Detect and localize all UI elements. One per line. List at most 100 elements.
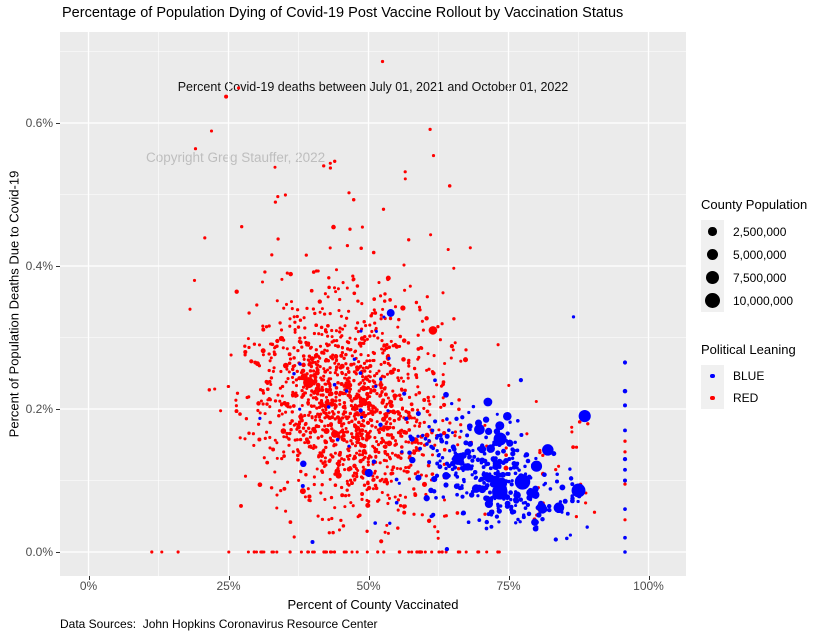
- county-point-blue: [408, 434, 413, 439]
- county-point-red: [345, 488, 349, 492]
- county-point-red: [322, 410, 326, 414]
- county-point-blue: [485, 427, 493, 435]
- county-point-red: [279, 488, 283, 493]
- county-point-red: [355, 431, 359, 436]
- county-point-blue: [534, 456, 538, 461]
- county-point-red: [431, 154, 436, 158]
- county-point-red: [406, 470, 410, 474]
- county-point-red: [261, 353, 265, 357]
- county-point-red: [256, 401, 261, 406]
- county-point-red: [292, 535, 296, 539]
- county-point-red: [416, 333, 420, 337]
- county-point-red: [345, 479, 349, 483]
- county-point-blue: [518, 378, 523, 383]
- county-point-red: [397, 417, 401, 421]
- county-point-red: [347, 191, 351, 195]
- county-point-red: [385, 465, 389, 469]
- county-point-red: [350, 550, 354, 554]
- x-tick-label: 50%: [356, 579, 381, 593]
- county-point-red: [420, 319, 424, 323]
- county-point-red: [416, 347, 421, 351]
- county-point-red: [395, 466, 399, 471]
- county-point-red: [345, 366, 350, 371]
- county-point-red: [272, 366, 276, 370]
- county-point-red: [291, 364, 296, 369]
- county-point-red: [414, 300, 419, 305]
- county-point-red: [412, 487, 416, 491]
- county-point-blue: [409, 456, 416, 464]
- county-point-blue: [622, 456, 628, 462]
- county-point-red: [305, 343, 309, 347]
- county-point-red: [277, 413, 281, 418]
- county-point-red: [398, 504, 403, 508]
- county-point-blue: [485, 472, 489, 476]
- county-point-blue: [576, 499, 580, 504]
- county-point-red: [342, 356, 346, 361]
- county-point-red: [270, 550, 274, 554]
- county-point-red: [407, 440, 411, 444]
- county-point-red: [485, 550, 489, 554]
- county-point-blue: [371, 459, 377, 464]
- county-point-red: [337, 459, 342, 464]
- county-point-red: [388, 363, 392, 367]
- county-point-red: [176, 550, 180, 554]
- county-point-red: [327, 518, 331, 522]
- county-point-red: [324, 388, 330, 394]
- county-point-red: [275, 456, 279, 460]
- county-point-blue: [623, 428, 627, 433]
- county-point-red: [378, 410, 383, 415]
- county-point-red: [335, 373, 340, 377]
- county-point-red: [312, 372, 317, 378]
- county-point-red: [327, 415, 331, 419]
- county-point-red: [251, 432, 255, 436]
- county-point-red: [304, 437, 309, 442]
- county-point-red: [400, 434, 404, 438]
- county-point-red: [322, 164, 326, 168]
- county-point-blue: [508, 490, 513, 495]
- county-point-red: [400, 388, 404, 392]
- county-point-blue: [504, 503, 510, 509]
- county-point-red: [310, 404, 314, 408]
- county-point-red: [406, 341, 411, 345]
- county-point-blue: [559, 484, 566, 491]
- county-point-red: [383, 392, 388, 397]
- county-point-red: [304, 472, 308, 477]
- county-point-red: [364, 451, 368, 455]
- county-point-red: [359, 424, 363, 428]
- county-point-red: [298, 416, 302, 420]
- county-point-red: [282, 423, 286, 427]
- county-point-red: [319, 393, 323, 397]
- county-point-red: [389, 403, 394, 409]
- county-point-red: [344, 426, 348, 431]
- county-point-red: [333, 406, 337, 410]
- county-point-red: [570, 430, 574, 434]
- county-point-blue: [521, 501, 525, 505]
- county-point-red: [300, 369, 304, 373]
- county-point-red: [283, 193, 287, 197]
- county-point-red: [392, 367, 396, 372]
- county-point-red: [281, 338, 286, 342]
- county-point-red: [375, 391, 379, 396]
- county-point-red: [417, 390, 422, 395]
- county-point-red: [623, 450, 627, 454]
- county-point-red: [343, 324, 347, 328]
- county-point-red: [288, 421, 292, 426]
- county-point-blue: [514, 474, 531, 490]
- county-point-red: [388, 457, 392, 461]
- county-point-red: [365, 359, 369, 363]
- county-point-red: [290, 410, 295, 414]
- county-point-red: [333, 506, 337, 510]
- county-point-blue: [335, 437, 340, 442]
- county-point-red: [324, 342, 329, 346]
- legend-color-key-red: [701, 387, 724, 409]
- county-point-red: [331, 357, 335, 361]
- county-point-blue: [532, 485, 539, 493]
- county-point-red: [441, 396, 445, 400]
- county-point-red: [371, 385, 375, 389]
- county-point-red: [422, 398, 427, 402]
- county-point-blue: [439, 437, 444, 442]
- county-point-blue: [518, 497, 523, 502]
- county-point-red: [416, 357, 420, 361]
- county-point-red: [385, 372, 390, 376]
- county-point-red: [321, 428, 325, 432]
